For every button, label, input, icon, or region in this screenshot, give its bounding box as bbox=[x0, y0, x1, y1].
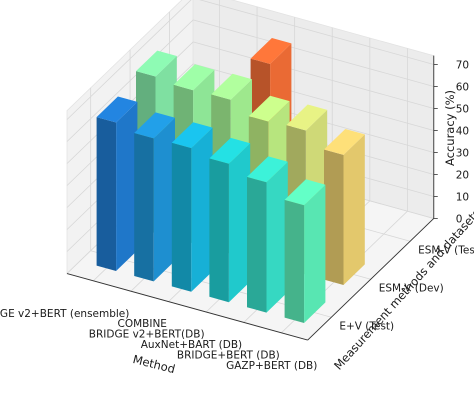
bar-front bbox=[153, 117, 175, 282]
bar-side bbox=[284, 199, 305, 323]
bar-top bbox=[324, 129, 365, 155]
z-tick-label: 10 bbox=[456, 191, 469, 203]
chart-bars bbox=[96, 38, 365, 323]
z-axis-title: Accuracy (%) bbox=[443, 90, 457, 166]
bar-top bbox=[209, 137, 251, 164]
method-tick-label: AuxNet+BART (DB) bbox=[141, 339, 242, 351]
bar-front bbox=[266, 161, 288, 313]
x-axis-title: Method bbox=[131, 352, 176, 376]
dataset-tick-label: ESM-V (Dev) bbox=[379, 282, 444, 294]
bar-front bbox=[228, 143, 251, 303]
bar-top bbox=[284, 179, 326, 206]
bar-side bbox=[209, 158, 229, 303]
bar-side bbox=[96, 117, 117, 271]
bar-1-6 bbox=[284, 179, 326, 323]
bar-top bbox=[248, 95, 290, 122]
z-tick-label: 0 bbox=[456, 213, 463, 225]
bar-side bbox=[171, 142, 192, 292]
bar-front bbox=[191, 127, 213, 292]
bar-1-2 bbox=[134, 112, 175, 282]
method-tick-label: BRIDGE v2+BERT(DB) bbox=[89, 329, 205, 341]
method-tick-label: GAZP+BERT (DB) bbox=[226, 360, 317, 372]
method-tick-label: COMBINE bbox=[118, 318, 167, 330]
z-tick-label: 40 bbox=[456, 125, 469, 137]
z-tick-label: 60 bbox=[456, 81, 469, 93]
dataset-tick-label: ESM-V (Test) bbox=[418, 244, 474, 256]
bar-top bbox=[173, 64, 215, 91]
z-tick-label: 30 bbox=[456, 147, 469, 159]
bar-top bbox=[247, 156, 288, 183]
bar-side bbox=[324, 149, 344, 285]
z-tick-label: 50 bbox=[456, 103, 469, 115]
method-tick-label: BRIDGE+BERT (DB) bbox=[177, 349, 280, 361]
bar-side bbox=[247, 176, 267, 313]
chart-axes bbox=[66, 55, 438, 341]
bar-front bbox=[304, 184, 326, 323]
bar-top bbox=[136, 50, 177, 77]
gridline bbox=[199, 0, 434, 65]
bar-top bbox=[211, 73, 252, 100]
bar-1-4 bbox=[209, 137, 251, 303]
bar-front bbox=[343, 134, 365, 285]
axis-line bbox=[66, 273, 308, 341]
bar-top bbox=[134, 112, 175, 139]
bar-side bbox=[134, 133, 154, 282]
method-tick-label: BRIDGE v2+BERT (ensemble) bbox=[0, 308, 129, 320]
bar-top bbox=[96, 96, 138, 123]
z-tick-label: 20 bbox=[456, 169, 469, 181]
gridline bbox=[193, 19, 434, 87]
bar-top bbox=[250, 38, 292, 64]
bar-front bbox=[116, 101, 138, 272]
bar-2-6 bbox=[324, 129, 365, 285]
bar-1-5 bbox=[247, 156, 288, 313]
axis-line bbox=[307, 218, 435, 341]
dataset-tick-label: E+V (Test) bbox=[339, 320, 394, 332]
gridline bbox=[193, 41, 434, 109]
bar-top bbox=[171, 122, 213, 149]
bar-1-3 bbox=[171, 122, 213, 292]
bar-1-1 bbox=[96, 96, 138, 272]
z-tick-label: 70 bbox=[456, 59, 469, 71]
bar-top bbox=[286, 104, 328, 131]
